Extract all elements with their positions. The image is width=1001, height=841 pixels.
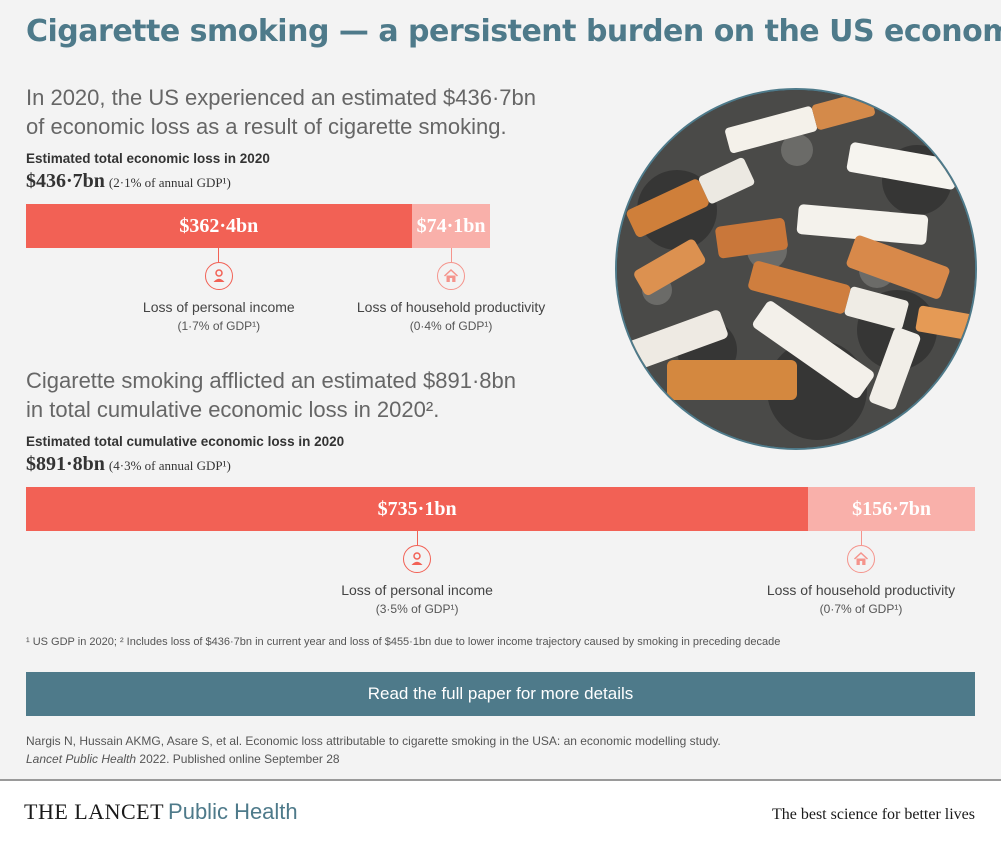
footer: THE LANCET Public Health The best science… bbox=[0, 779, 1001, 841]
section1-kicker: Estimated total economic loss in 2020 bbox=[26, 151, 270, 166]
callout-household-productivity: Loss of household productivity (0·7% of G… bbox=[731, 531, 991, 616]
callout-note: (0·4% of GDP¹) bbox=[409, 319, 493, 333]
cigarette-butts-photo bbox=[615, 88, 977, 450]
section2-lead-line1: Cigarette smoking afflicted an estimated… bbox=[26, 368, 516, 393]
section2-lead-line2: in total cumulative economic loss in 202… bbox=[26, 397, 440, 422]
citation-authors: Nargis N, Hussain AKMG, Asare S, et al. … bbox=[26, 734, 721, 748]
callout-note: (0·7% of GDP¹) bbox=[819, 602, 903, 616]
callout-stem bbox=[218, 248, 220, 262]
bar-segment-personal-income: $735·1bn bbox=[26, 487, 809, 531]
page-title: Cigarette smoking — a persistent burden … bbox=[26, 14, 1001, 49]
section1-lead-line2: of economic loss as a result of cigarett… bbox=[26, 114, 507, 139]
bar-segment-household-productivity: $74·1bn bbox=[411, 204, 491, 248]
section2-total-note: (4·3% of annual GDP¹) bbox=[108, 458, 231, 473]
section1-total-note: (2·1% of annual GDP¹) bbox=[108, 175, 231, 190]
callout-stem bbox=[860, 531, 862, 545]
house-icon bbox=[847, 545, 875, 573]
footnote: ¹ US GDP in 2020; ² Includes loss of $43… bbox=[26, 636, 781, 648]
person-icon bbox=[204, 262, 233, 290]
callout-stem bbox=[450, 248, 452, 262]
citation-date: 2022. Published online September 28 bbox=[136, 752, 340, 766]
bar-segment-personal-income: $362·4bn bbox=[26, 204, 412, 248]
section1-lead: In 2020, the US experienced an estimated… bbox=[26, 83, 536, 141]
callout-personal-income: Loss of personal income (1·7% of GDP¹) bbox=[89, 248, 349, 333]
callout-label: Loss of household productivity bbox=[356, 299, 546, 315]
citation-journal: Lancet Public Health bbox=[26, 752, 137, 766]
lancet-brand: THE LANCET bbox=[24, 799, 165, 824]
person-icon bbox=[403, 545, 432, 573]
callout-label: Loss of personal income bbox=[142, 299, 295, 315]
lancet-logo: THE LANCET Public Health bbox=[24, 799, 298, 825]
tagline: The best science for better lives bbox=[771, 806, 975, 823]
bar-segment-household-productivity: $156·7bn bbox=[808, 487, 975, 531]
callout-note: (3·5% of GDP¹) bbox=[375, 602, 459, 616]
section2-total: $891·8bn (4·3% of annual GDP¹) bbox=[26, 453, 231, 476]
section1-total-value: $436·7bn bbox=[26, 170, 105, 192]
section1-total: $436·7bn (2·1% of annual GDP¹) bbox=[26, 170, 231, 193]
callout-personal-income: Loss of personal income (3·5% of GDP¹) bbox=[287, 531, 547, 616]
house-icon bbox=[437, 262, 466, 290]
section2-kicker: Estimated total cumulative economic loss… bbox=[26, 434, 345, 449]
callout-label: Loss of personal income bbox=[341, 582, 493, 598]
callout-label: Loss of household productivity bbox=[766, 582, 956, 598]
callout-stem bbox=[416, 531, 418, 545]
section2-total-value: $891·8bn bbox=[26, 453, 105, 475]
read-full-paper-button[interactable]: Read the full paper for more details bbox=[26, 672, 975, 716]
section2-lead: Cigarette smoking afflicted an estimated… bbox=[26, 366, 516, 424]
section1-lead-line1: In 2020, the US experienced an estimated… bbox=[26, 85, 537, 110]
loss-2020-bar: $362·4bn $74·1bn bbox=[26, 204, 491, 248]
citation: Nargis N, Hussain AKMG, Asare S, et al. … bbox=[26, 732, 721, 768]
callout-note: (1·7% of GDP¹) bbox=[177, 319, 261, 333]
cumulative-loss-bar: $735·1bn $156·7bn bbox=[26, 487, 975, 531]
citation-journal-line: Lancet Public Health 2022. Published onl… bbox=[26, 750, 721, 768]
callout-household-productivity: Loss of household productivity (0·4% of G… bbox=[321, 248, 581, 333]
lancet-brand-sub: Public Health bbox=[168, 799, 298, 824]
